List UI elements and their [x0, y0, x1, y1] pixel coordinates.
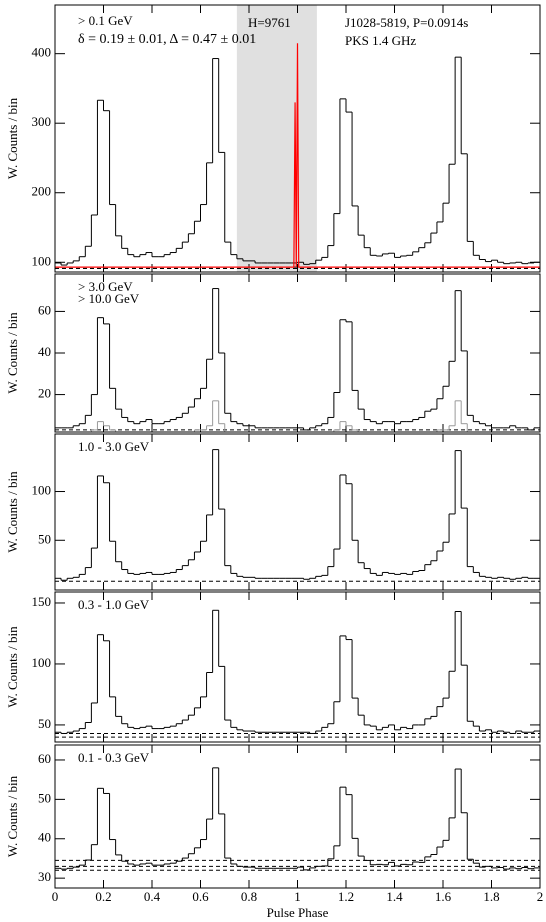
x-tick-label: 1.2 [338, 889, 354, 904]
y-tick-label: 50 [38, 790, 51, 805]
series-label: 1.0 - 3.0 GeV [78, 439, 150, 454]
y-tick-label: 200 [32, 184, 52, 199]
series-label: 0.3 - 1.0 GeV [78, 597, 150, 612]
y-tick-label: 100 [32, 253, 52, 268]
y-tick-label: 400 [32, 45, 52, 60]
series-label: > 0.1 GeV [78, 13, 133, 28]
series-label: > 10.0 GeV [78, 291, 140, 306]
series-label: 0.1 - 0.3 GeV [78, 750, 150, 765]
x-tick-label: 1.4 [386, 889, 403, 904]
y-axis-label: W. Counts / bin [5, 626, 20, 708]
frame [54, 273, 541, 433]
annotation: H=9761 [248, 15, 291, 30]
x-axis-label: Pulse Phase [267, 905, 329, 920]
y-axis-label: W. Counts / bin [5, 97, 20, 179]
y-tick-label: 30 [38, 869, 51, 884]
x-tick-label: 0.6 [192, 889, 209, 904]
frame [54, 4, 541, 273]
x-tick-label: 0 [52, 889, 59, 904]
x-tick-label: 1.6 [435, 889, 452, 904]
y-tick-label: 20 [38, 386, 51, 401]
y-tick-label: 100 [32, 655, 52, 670]
y-axis-label: W. Counts / bin [5, 312, 20, 394]
y-tick-label: 50 [38, 716, 51, 731]
x-tick-label: 2 [537, 889, 544, 904]
x-tick-label: 1 [294, 889, 301, 904]
series-label: PKS 1.4 GHz [345, 33, 416, 48]
off-pulse-region [236, 5, 317, 272]
y-tick-label: 100 [32, 483, 52, 498]
y-tick-label: 50 [38, 531, 51, 546]
y-tick-label: 150 [32, 594, 52, 609]
radio-profile [55, 43, 540, 268]
y-axis-label: W. Counts / bin [5, 471, 20, 553]
x-tick-label: 0.2 [95, 889, 111, 904]
series-label: > 3.0 GeV [78, 279, 133, 294]
y-axis-label: W. Counts / bin [5, 775, 20, 857]
y-tick-label: 300 [32, 114, 52, 129]
y-tick-label: 60 [38, 751, 51, 766]
annotation: δ = 0.19 ± 0.01, Δ = 0.47 ± 0.01 [78, 32, 256, 47]
frame [54, 591, 541, 743]
x-tick-label: 1.8 [483, 889, 499, 904]
x-tick-label: 0.4 [144, 889, 161, 904]
x-tick-label: 0.8 [241, 889, 257, 904]
frame [54, 433, 541, 591]
y-tick-label: 60 [38, 302, 51, 317]
annotation: J1028-5819, P=0.0914s [345, 15, 468, 30]
frame [54, 744, 541, 889]
y-tick-label: 40 [38, 344, 51, 359]
y-tick-label: 40 [38, 830, 51, 845]
